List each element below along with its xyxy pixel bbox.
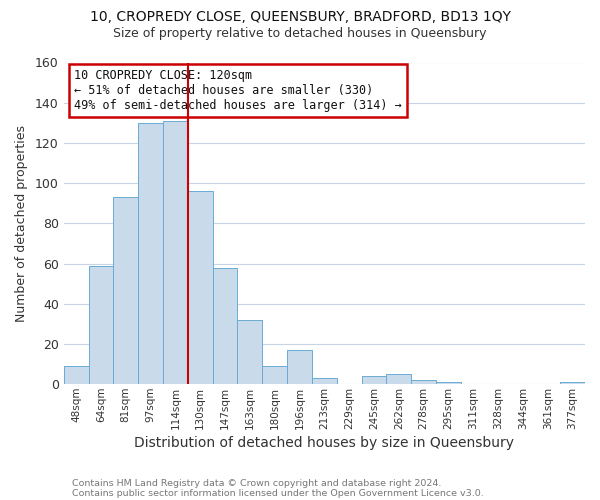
Bar [312, 378, 337, 384]
Bar [411, 380, 436, 384]
Bar [386, 374, 411, 384]
Bar [287, 350, 312, 384]
Text: 10, CROPREDY CLOSE, QUEENSBURY, BRADFORD, BD13 1QY: 10, CROPREDY CLOSE, QUEENSBURY, BRADFORD… [89, 10, 511, 24]
Bar [89, 266, 113, 384]
Y-axis label: Number of detached properties: Number of detached properties [15, 125, 28, 322]
Bar [64, 366, 89, 384]
Text: Contains public sector information licensed under the Open Government Licence v3: Contains public sector information licen… [72, 488, 484, 498]
Bar [436, 382, 461, 384]
Text: Size of property relative to detached houses in Queensbury: Size of property relative to detached ho… [113, 28, 487, 40]
Bar [238, 320, 262, 384]
Text: Contains HM Land Registry data © Crown copyright and database right 2024.: Contains HM Land Registry data © Crown c… [72, 478, 442, 488]
X-axis label: Distribution of detached houses by size in Queensbury: Distribution of detached houses by size … [134, 436, 514, 450]
Bar [188, 191, 212, 384]
Bar [113, 197, 138, 384]
Bar [362, 376, 386, 384]
Text: 10 CROPREDY CLOSE: 120sqm
← 51% of detached houses are smaller (330)
49% of semi: 10 CROPREDY CLOSE: 120sqm ← 51% of detac… [74, 69, 402, 112]
Bar [262, 366, 287, 384]
Bar [212, 268, 238, 384]
Bar [138, 123, 163, 384]
Bar [560, 382, 585, 384]
Bar [163, 121, 188, 384]
